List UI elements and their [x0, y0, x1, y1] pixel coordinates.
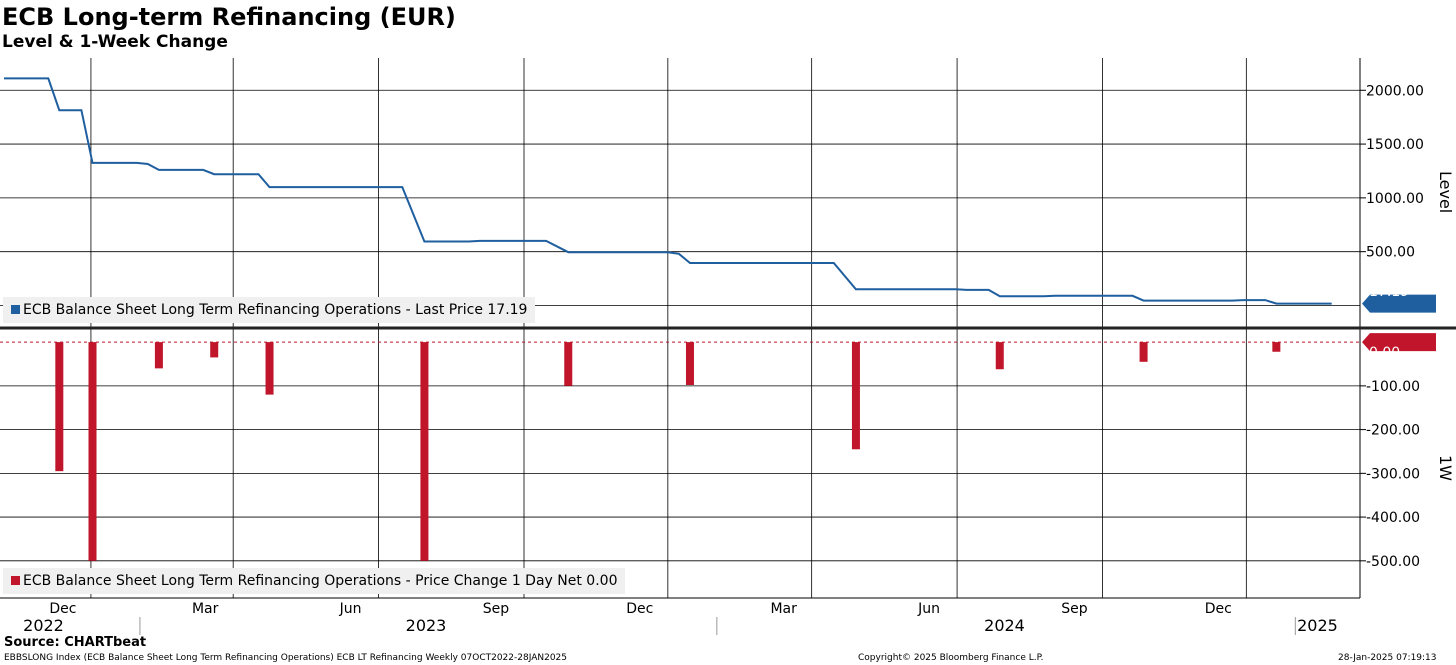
x-month-label: Dec	[1205, 601, 1232, 617]
change-tick-label: -200.00	[1366, 423, 1420, 439]
x-month-label: Dec	[49, 601, 76, 617]
change-tick-label: -500.00	[1366, 554, 1420, 570]
level-last-value-badge	[1362, 294, 1436, 313]
level-legend: ECB Balance Sheet Long Term Refinancing …	[3, 297, 536, 323]
level-series-line	[4, 77, 1332, 305]
level-tick-label: 500.00	[1366, 245, 1415, 261]
level-tick-label: 2000.00	[1366, 83, 1424, 99]
change-tick-label: -100.00	[1366, 379, 1420, 395]
change-bar	[154, 342, 163, 369]
change-bar	[88, 342, 97, 561]
x-year-label: 2023	[406, 616, 447, 635]
change-last-value-badge	[1362, 333, 1436, 352]
x-year-label: 2025	[1297, 616, 1338, 635]
change-bar	[210, 342, 219, 358]
x-month-label: Sep	[483, 601, 510, 617]
change-bar	[851, 342, 860, 450]
level-legend-text: ECB Balance Sheet Long Term Refinancing …	[23, 302, 528, 318]
footer-left: EBBSLONG Index (ECB Balance Sheet Long T…	[4, 653, 567, 663]
footer-center: Copyright© 2025 Bloomberg Finance L.P.	[858, 653, 1044, 663]
x-month-label: Mar	[192, 601, 219, 617]
change-bar	[265, 342, 274, 395]
level-axis-title: Level	[1436, 171, 1455, 214]
x-month-label: Sep	[1061, 601, 1088, 617]
level-tick-label: 1000.00	[1366, 191, 1424, 207]
level-legend-swatch	[11, 304, 20, 314]
level-tick-label: 1500.00	[1366, 137, 1424, 153]
change-bar	[564, 342, 573, 386]
change-bar	[1272, 342, 1281, 352]
x-month-label: Jun	[339, 601, 362, 617]
footer-right: 28-Jan-2025 07:19:13	[1338, 653, 1437, 663]
change-legend-text: ECB Balance Sheet Long Term Refinancing …	[23, 573, 618, 589]
change-bar	[1139, 342, 1148, 362]
change-bar	[995, 342, 1004, 370]
x-month-label: Dec	[626, 601, 653, 617]
x-year-label: 2024	[984, 616, 1025, 635]
chart-title: ECB Long-term Refinancing (EUR)	[2, 3, 456, 31]
x-month-label: Mar	[770, 601, 797, 617]
source-note: Source: CHARTbeat	[4, 635, 147, 650]
change-legend-swatch	[11, 575, 20, 585]
change-legend: ECB Balance Sheet Long Term Refinancing …	[3, 568, 626, 594]
change-tick-label: -400.00	[1366, 510, 1420, 526]
x-year-label: 2022	[23, 616, 64, 635]
chart-subtitle: Level & 1-Week Change	[2, 32, 228, 52]
change-tick-label: -300.00	[1366, 466, 1420, 482]
change-bar	[685, 342, 694, 385]
x-month-label: Jun	[917, 601, 940, 617]
change-axis-title: 1W	[1436, 455, 1455, 481]
change-bar	[420, 342, 429, 561]
level-last-value: 17.19	[1369, 284, 1410, 300]
change-bar	[55, 342, 64, 472]
change-last-value: 0.00	[1369, 345, 1401, 361]
